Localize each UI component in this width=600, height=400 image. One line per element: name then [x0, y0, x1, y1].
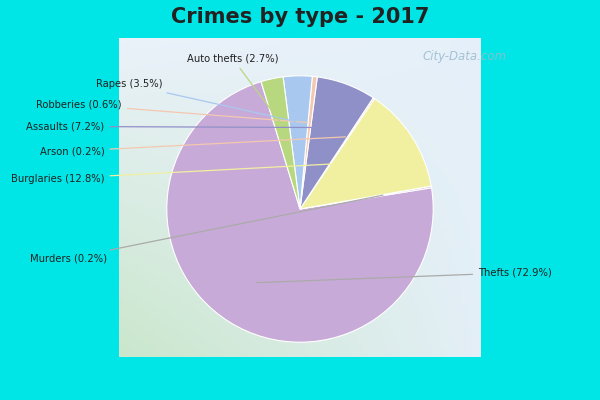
Text: Auto thefts (2.7%): Auto thefts (2.7%) — [187, 54, 280, 122]
Text: Murders (0.2%): Murders (0.2%) — [31, 195, 383, 263]
Wedge shape — [300, 186, 431, 209]
Wedge shape — [300, 99, 431, 209]
Text: City-Data.com: City-Data.com — [423, 50, 507, 63]
Wedge shape — [261, 77, 300, 209]
Wedge shape — [300, 98, 374, 209]
Wedge shape — [167, 82, 433, 342]
Text: Thefts (72.9%): Thefts (72.9%) — [257, 268, 552, 283]
Text: Rapes (3.5%): Rapes (3.5%) — [96, 80, 296, 122]
Text: Burglaries (12.8%): Burglaries (12.8%) — [11, 162, 370, 184]
Text: Arson (0.2%): Arson (0.2%) — [40, 137, 346, 156]
Text: Robberies (0.6%): Robberies (0.6%) — [37, 100, 307, 122]
Wedge shape — [300, 77, 373, 209]
Wedge shape — [300, 76, 317, 209]
Text: Assaults (7.2%): Assaults (7.2%) — [26, 122, 328, 132]
Wedge shape — [283, 76, 313, 209]
Text: Crimes by type - 2017: Crimes by type - 2017 — [171, 7, 429, 27]
